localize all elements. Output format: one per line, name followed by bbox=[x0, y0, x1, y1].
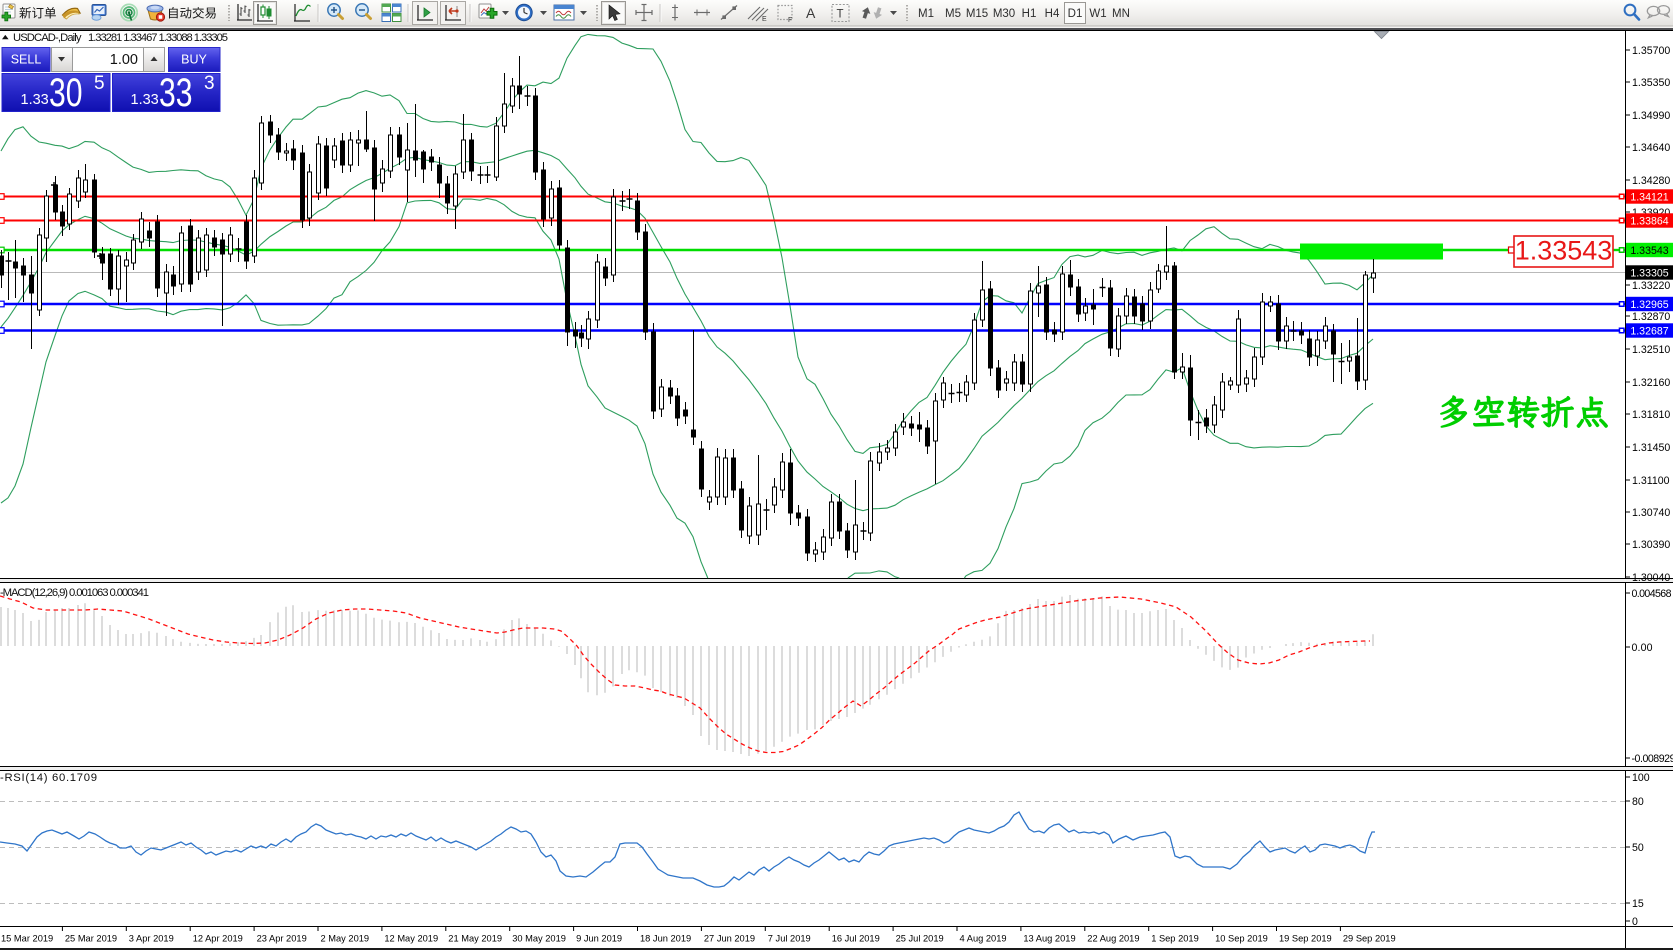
svg-text:E: E bbox=[762, 16, 767, 23]
svg-text:1.33305: 1.33305 bbox=[1630, 268, 1668, 280]
svg-text:1.33: 1.33 bbox=[131, 92, 159, 108]
svg-text:29 Sep 2019: 29 Sep 2019 bbox=[1343, 934, 1396, 944]
svg-text:1.35350: 1.35350 bbox=[1632, 77, 1670, 89]
svg-text:1.34121: 1.34121 bbox=[1630, 192, 1668, 204]
svg-text:10 Sep 2019: 10 Sep 2019 bbox=[1215, 934, 1268, 944]
svg-text:1.30040: 1.30040 bbox=[1632, 572, 1670, 584]
svg-text:-0.008929: -0.008929 bbox=[1632, 753, 1673, 765]
svg-text:25 Mar 2019: 25 Mar 2019 bbox=[65, 934, 117, 944]
svg-text:MN: MN bbox=[1112, 8, 1130, 20]
svg-text:25 Jul 2019: 25 Jul 2019 bbox=[896, 934, 944, 944]
svg-text:1.33543: 1.33543 bbox=[1630, 245, 1668, 257]
svg-text:1.35700: 1.35700 bbox=[1632, 45, 1670, 57]
svg-text:1.33281 1.33467 1.33088 1.3330: 1.33281 1.33467 1.33088 1.33305 bbox=[88, 32, 228, 44]
svg-text:16 Jul 2019: 16 Jul 2019 bbox=[832, 934, 880, 944]
svg-text:BUY: BUY bbox=[181, 53, 207, 67]
svg-text:A: A bbox=[806, 5, 816, 21]
svg-text:18 Jun 2019: 18 Jun 2019 bbox=[640, 934, 691, 944]
svg-text:1.33864: 1.33864 bbox=[1630, 216, 1668, 228]
svg-text:15 Mar 2019: 15 Mar 2019 bbox=[1, 934, 53, 944]
svg-text:5: 5 bbox=[94, 73, 105, 94]
svg-text:1.31810: 1.31810 bbox=[1632, 409, 1670, 421]
svg-text:0: 0 bbox=[1632, 916, 1638, 928]
svg-text:100: 100 bbox=[1632, 772, 1650, 784]
svg-text:D1: D1 bbox=[1068, 8, 1083, 20]
svg-text:-MACD(12,26,9) 0.001063 0.0003: -MACD(12,26,9) 0.001063 0.000341 bbox=[0, 587, 149, 599]
svg-text:1.32510: 1.32510 bbox=[1632, 344, 1670, 356]
svg-text:7 Jul 2019: 7 Jul 2019 bbox=[768, 934, 811, 944]
svg-text:1.34990: 1.34990 bbox=[1632, 110, 1670, 122]
svg-text:2 May 2019: 2 May 2019 bbox=[321, 934, 370, 944]
svg-text:1 Sep 2019: 1 Sep 2019 bbox=[1151, 934, 1199, 944]
svg-text:33: 33 bbox=[159, 71, 193, 115]
svg-text:15: 15 bbox=[1632, 898, 1644, 910]
svg-text:1.32965: 1.32965 bbox=[1630, 299, 1668, 311]
svg-text:1.33: 1.33 bbox=[21, 92, 49, 108]
svg-text:M1: M1 bbox=[918, 8, 934, 20]
svg-text:0.00: 0.00 bbox=[1632, 642, 1653, 654]
svg-text:1.34640: 1.34640 bbox=[1632, 142, 1670, 154]
svg-text:USDCAD-,Daily: USDCAD-,Daily bbox=[13, 32, 82, 44]
svg-text:30 May 2019: 30 May 2019 bbox=[512, 934, 566, 944]
svg-text:1.32687: 1.32687 bbox=[1630, 326, 1668, 338]
svg-text:22 Aug 2019: 22 Aug 2019 bbox=[1087, 934, 1139, 944]
svg-text:21 May 2019: 21 May 2019 bbox=[448, 934, 502, 944]
svg-text:H1: H1 bbox=[1022, 8, 1037, 20]
svg-text:T: T bbox=[837, 9, 844, 21]
svg-text:1.30740: 1.30740 bbox=[1632, 507, 1670, 519]
svg-text:13 Aug 2019: 13 Aug 2019 bbox=[1023, 934, 1075, 944]
svg-text:W1: W1 bbox=[1089, 8, 1106, 20]
svg-text:27 Jun 2019: 27 Jun 2019 bbox=[704, 934, 755, 944]
svg-text:3: 3 bbox=[204, 73, 215, 94]
svg-text:1.32160: 1.32160 bbox=[1632, 377, 1670, 389]
svg-text:-RSI(14) 60.1709: -RSI(14) 60.1709 bbox=[0, 772, 97, 784]
svg-text:H4: H4 bbox=[1045, 8, 1060, 20]
svg-text:M5: M5 bbox=[945, 8, 961, 20]
svg-text:4 Aug 2019: 4 Aug 2019 bbox=[960, 934, 1007, 944]
svg-text:1.34280: 1.34280 bbox=[1632, 175, 1670, 187]
svg-text:1.33543: 1.33543 bbox=[1515, 236, 1613, 266]
svg-text:30: 30 bbox=[49, 71, 83, 115]
svg-text:M15: M15 bbox=[966, 8, 988, 20]
svg-text:9 Jun 2019: 9 Jun 2019 bbox=[576, 934, 622, 944]
svg-text:19 Sep 2019: 19 Sep 2019 bbox=[1279, 934, 1332, 944]
svg-text:0.004568: 0.004568 bbox=[1632, 588, 1672, 600]
svg-text:12 Apr 2019: 12 Apr 2019 bbox=[193, 934, 243, 944]
svg-text:50: 50 bbox=[1632, 842, 1644, 854]
svg-text:1.31450: 1.31450 bbox=[1632, 442, 1670, 454]
svg-text:12 May 2019: 12 May 2019 bbox=[384, 934, 438, 944]
svg-text:F: F bbox=[788, 17, 792, 24]
svg-text:1.32870: 1.32870 bbox=[1632, 311, 1670, 323]
svg-text:M30: M30 bbox=[993, 8, 1015, 20]
svg-text:80: 80 bbox=[1632, 796, 1644, 808]
svg-text:1.30390: 1.30390 bbox=[1632, 539, 1670, 551]
svg-text:SELL: SELL bbox=[11, 53, 42, 67]
svg-text:1.00: 1.00 bbox=[110, 52, 138, 68]
svg-text:23 Apr 2019: 23 Apr 2019 bbox=[257, 934, 307, 944]
svg-text:3 Apr 2019: 3 Apr 2019 bbox=[129, 934, 174, 944]
svg-text:1.33220: 1.33220 bbox=[1632, 280, 1670, 292]
svg-text:1.31100: 1.31100 bbox=[1632, 475, 1670, 487]
